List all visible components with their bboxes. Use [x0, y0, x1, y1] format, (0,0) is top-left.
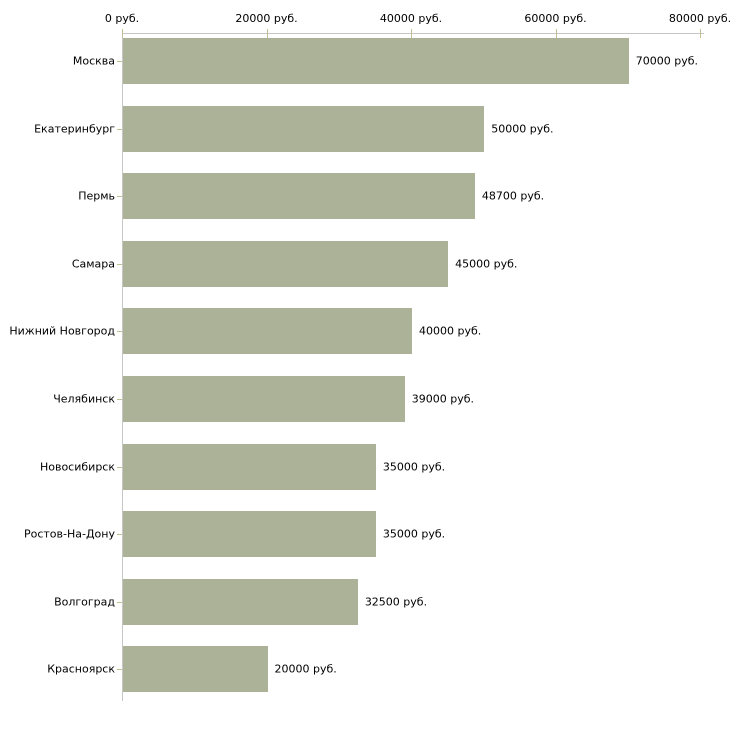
bar-value-label: 20000 руб.: [274, 662, 337, 676]
category-label: Волгоград: [54, 595, 115, 609]
category-label: Новосибирск: [39, 460, 115, 474]
bar-value-label: 40000 руб.: [419, 324, 482, 338]
y-axis-tick: [117, 399, 122, 400]
y-axis-tick: [117, 466, 122, 468]
x-axis-tick-label: 80000 руб.: [668, 12, 730, 25]
category-label: Пермь: [78, 189, 115, 203]
x-axis-tick-label: 20000 руб.: [235, 12, 298, 25]
y-axis-tick: [117, 263, 122, 265]
bar-value-label: 35000 руб.: [382, 460, 446, 474]
y-axis-tick: [117, 61, 122, 62]
category-label: Екатеринбург: [34, 122, 115, 136]
x-axis-tick-label: 40000 руб.: [379, 12, 443, 25]
bar-value-label: 50000 руб.: [491, 122, 554, 136]
bar-value-label: 48700 руб.: [481, 189, 545, 203]
y-axis-tick: [117, 196, 122, 198]
bar: [123, 578, 358, 625]
bar-value-label: 70000 руб.: [635, 54, 699, 68]
bar: [123, 105, 485, 152]
category-label: Ростов-На-Дону: [23, 527, 115, 541]
bar: [123, 240, 449, 287]
category-label: Нижний Новгород: [9, 324, 115, 338]
category-label: Красноярск: [47, 662, 115, 676]
x-axis-line: [122, 33, 704, 34]
x-axis-tick-label: 60000 руб.: [524, 12, 587, 25]
bar: [123, 646, 268, 693]
bar-value-label: 45000 руб.: [455, 257, 518, 271]
bar-value-label: 32500 руб.: [364, 595, 428, 609]
bar: [123, 443, 376, 490]
y-axis-tick: [117, 534, 122, 536]
x-axis-tick: [266, 29, 268, 38]
x-axis-tick-label: 0 руб.: [104, 12, 140, 25]
bar: [123, 173, 475, 220]
y-axis-tick: [117, 128, 122, 130]
bar-value-label: 35000 руб.: [382, 527, 446, 541]
category-label: Челябинск: [53, 392, 115, 406]
x-axis-tick: [555, 29, 557, 38]
x-axis-tick: [411, 29, 412, 38]
x-axis-tick: [700, 29, 701, 38]
category-label: Самара: [71, 257, 115, 271]
bar-value-label: 39000 руб.: [411, 392, 475, 406]
bar: [123, 511, 376, 558]
y-axis-tick: [117, 331, 122, 333]
bar: [123, 376, 405, 422]
y-axis-tick: [117, 669, 122, 671]
y-axis-tick: [117, 601, 122, 603]
y-axis-line: [122, 33, 123, 701]
x-axis-tick: [122, 29, 123, 38]
category-label: Москва: [72, 54, 115, 68]
bar: [123, 308, 412, 355]
bar: [123, 38, 629, 84]
